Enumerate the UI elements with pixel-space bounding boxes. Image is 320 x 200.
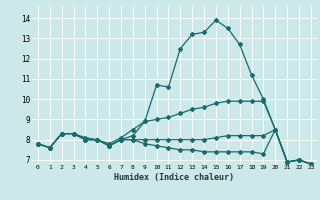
X-axis label: Humidex (Indice chaleur): Humidex (Indice chaleur): [115, 173, 234, 182]
